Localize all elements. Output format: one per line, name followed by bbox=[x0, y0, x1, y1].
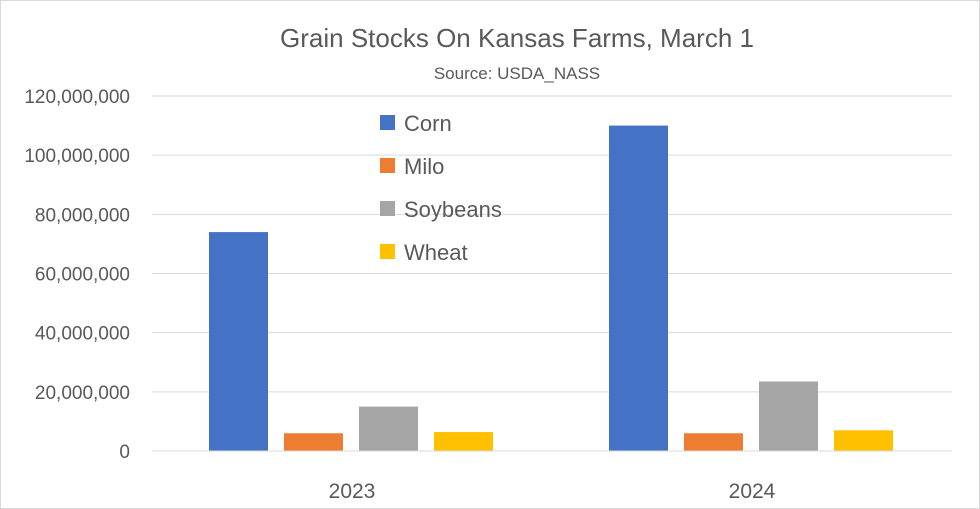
bars bbox=[209, 125, 893, 451]
y-tick-label: 20,000,000 bbox=[35, 383, 130, 404]
bar-wheat-2024 bbox=[834, 430, 893, 451]
y-tick-label: 80,000,000 bbox=[35, 205, 130, 226]
legend: Corn Milo Soybeans Wheat bbox=[380, 111, 502, 265]
bar-corn-2023 bbox=[209, 232, 268, 451]
x-category-label: 2024 bbox=[729, 480, 776, 503]
x-axis-categories: 2023 2024 bbox=[329, 480, 776, 503]
bar-soybeans-2024 bbox=[759, 381, 818, 451]
chart-subtitle: Source: USDA_NASS bbox=[434, 64, 600, 83]
legend-swatch-corn bbox=[380, 115, 395, 130]
bar-soybeans-2023 bbox=[359, 406, 418, 451]
y-tick-label: 120,000,000 bbox=[24, 87, 130, 108]
legend-label-soybeans: Soybeans bbox=[404, 197, 502, 222]
legend-label-corn: Corn bbox=[404, 111, 452, 136]
y-tick-label: 60,000,000 bbox=[35, 265, 130, 286]
x-category-label: 2023 bbox=[329, 480, 376, 503]
y-axis-ticks: 0 20,000,000 40,000,000 60,000,000 80,000,00… bbox=[24, 87, 130, 463]
legend-swatch-wheat bbox=[380, 244, 395, 259]
bar-corn-2024 bbox=[609, 125, 668, 451]
gridlines bbox=[152, 95, 952, 393]
legend-label-milo: Milo bbox=[404, 154, 444, 179]
y-tick-label: 100,000,000 bbox=[24, 146, 130, 167]
chart-title: Grain Stocks On Kansas Farms, March 1 bbox=[280, 23, 754, 53]
y-tick-label: 40,000,000 bbox=[35, 324, 130, 345]
legend-label-wheat: Wheat bbox=[404, 240, 468, 265]
bar-wheat-2023 bbox=[434, 432, 493, 451]
bar-milo-2023 bbox=[284, 433, 343, 451]
y-tick-label: 0 bbox=[119, 442, 130, 463]
legend-swatch-milo bbox=[380, 158, 395, 173]
legend-swatch-soybeans bbox=[380, 201, 395, 216]
bar-milo-2024 bbox=[684, 433, 743, 451]
